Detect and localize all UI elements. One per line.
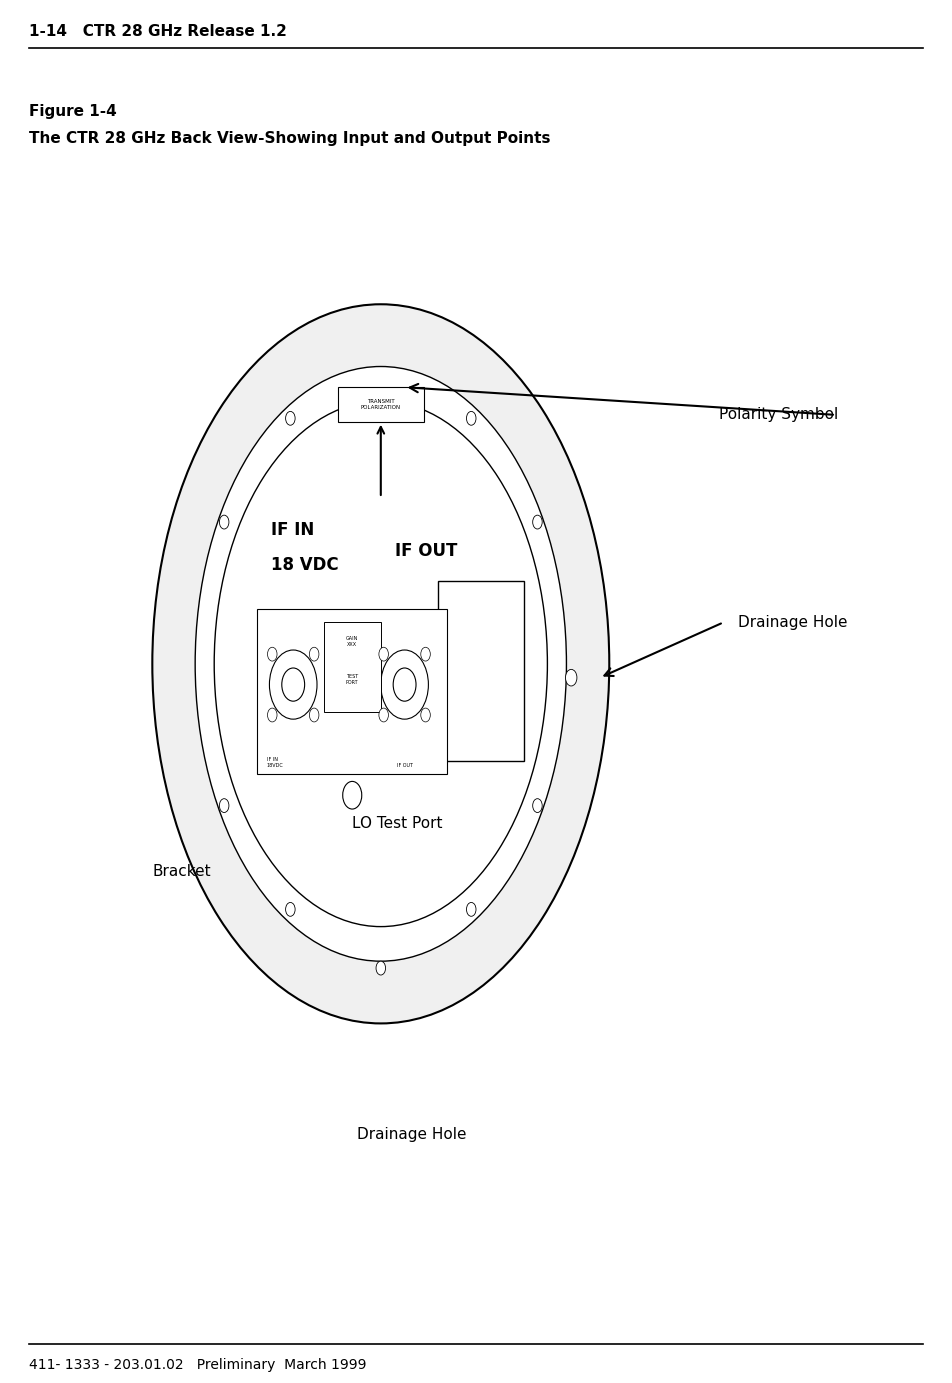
Text: Figure 1-4: Figure 1-4 <box>29 104 116 119</box>
Text: Bracket: Bracket <box>152 864 211 880</box>
Circle shape <box>565 669 577 686</box>
Circle shape <box>286 411 295 425</box>
Circle shape <box>343 781 362 809</box>
Circle shape <box>286 903 295 917</box>
Ellipse shape <box>195 366 566 961</box>
Circle shape <box>533 799 543 813</box>
Circle shape <box>466 411 476 425</box>
Circle shape <box>393 668 416 701</box>
Text: TEST
PORT: TEST PORT <box>346 675 359 685</box>
Text: Polarity Symbol: Polarity Symbol <box>719 408 838 422</box>
Text: 1-14   CTR 28 GHz Release 1.2: 1-14 CTR 28 GHz Release 1.2 <box>29 24 287 39</box>
Text: The CTR 28 GHz Back View-Showing Input and Output Points: The CTR 28 GHz Back View-Showing Input a… <box>29 131 550 147</box>
Circle shape <box>421 708 430 722</box>
Circle shape <box>309 647 319 661</box>
Text: IF OUT: IF OUT <box>395 542 458 560</box>
Circle shape <box>309 708 319 722</box>
Text: 411- 1333 - 203.01.02   Preliminary  March 1999: 411- 1333 - 203.01.02 Preliminary March … <box>29 1358 367 1372</box>
FancyBboxPatch shape <box>438 581 524 761</box>
Circle shape <box>381 650 428 719</box>
Text: Drainage Hole: Drainage Hole <box>357 1127 466 1142</box>
Circle shape <box>268 647 277 661</box>
Circle shape <box>379 647 388 661</box>
Text: TRANSMIT
POLARIZATION: TRANSMIT POLARIZATION <box>361 400 401 409</box>
FancyBboxPatch shape <box>324 622 381 712</box>
Circle shape <box>466 903 476 917</box>
Text: IF IN
18VDC: IF IN 18VDC <box>267 757 284 768</box>
FancyBboxPatch shape <box>338 387 424 422</box>
Circle shape <box>219 516 228 528</box>
Text: IF IN: IF IN <box>271 521 314 539</box>
Text: LO Test Port: LO Test Port <box>352 816 443 831</box>
Circle shape <box>219 799 228 812</box>
Circle shape <box>421 647 430 661</box>
Ellipse shape <box>214 401 547 927</box>
Ellipse shape <box>152 304 609 1023</box>
Circle shape <box>533 516 543 528</box>
Circle shape <box>379 708 388 722</box>
Text: GAIN
XXX: GAIN XXX <box>347 636 358 647</box>
Circle shape <box>282 668 305 701</box>
Text: 18 VDC: 18 VDC <box>271 556 339 574</box>
Circle shape <box>268 708 277 722</box>
Circle shape <box>376 961 386 975</box>
FancyBboxPatch shape <box>257 609 447 774</box>
Text: Drainage Hole: Drainage Hole <box>738 615 847 629</box>
Circle shape <box>269 650 317 719</box>
Text: IF OUT: IF OUT <box>397 762 412 768</box>
